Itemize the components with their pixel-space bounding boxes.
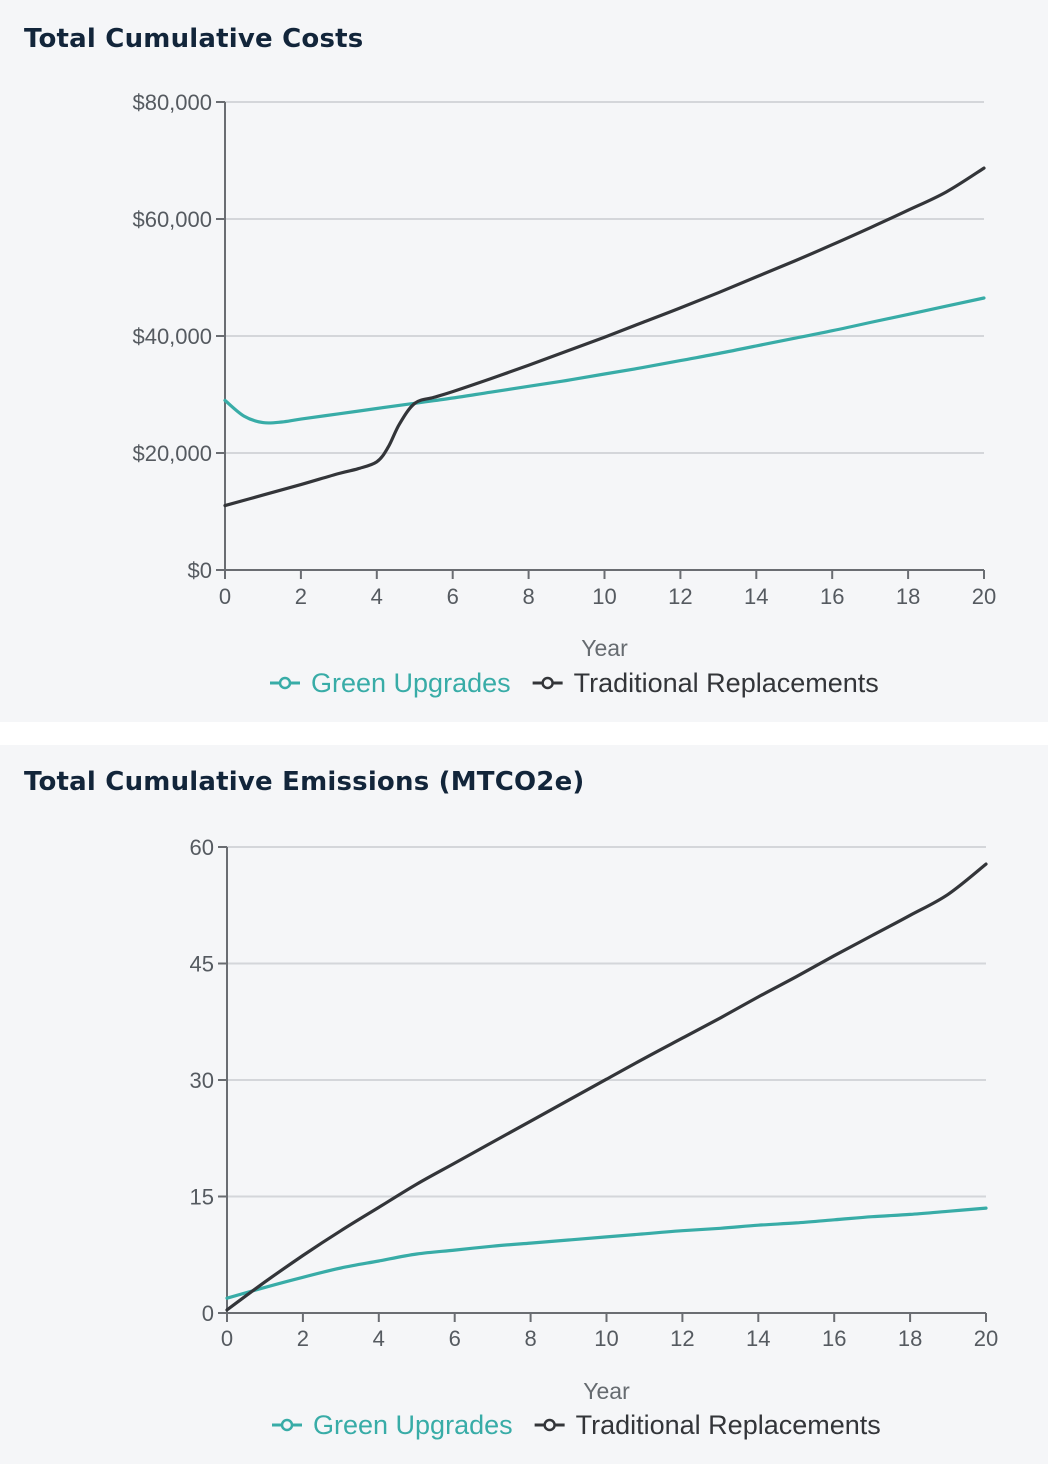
y-tick-label: $60,000 [132,207,212,232]
series-line-traditional-replacements [225,862,988,1312]
legend-marker-icon [541,676,554,690]
x-tick-label: 2 [295,584,307,609]
legend-item-traditional-replacements: Traditional Replacements [534,1410,881,1440]
series-line-green-upgrades [225,1206,988,1300]
x-tick-label: 6 [449,1326,461,1351]
y-tick-label: 60 [190,835,214,860]
costs-line-chart: $0 $20,000 $40,000 $60,000 $80,000 0 2 4 6 8 10 12 1… [132,90,996,698]
x-tick-label: 10 [592,584,616,609]
legend-label: Green Upgrades [313,1410,513,1440]
costs-chart-title: Total Cumulative Costs [24,24,364,54]
y-tick-label: $0 [188,558,212,583]
x-tick-label: 18 [896,584,920,609]
legend-marker-icon [278,676,292,690]
y-tick-label: 45 [190,952,214,977]
emissions-line-chart: 0 15 30 45 60 0 2 4 6 8 10 12 14 16 18 20 Year Green Upgr… [190,835,999,1440]
y-tick-label: $20,000 [132,441,212,466]
legend-item-traditional-replacements: Traditional Replacements [532,668,879,698]
x-tick-label: 4 [373,1326,385,1351]
series-line-green-upgrades [223,296,986,425]
x-tick-label: 14 [746,1326,770,1351]
x-tick-label: 8 [524,1326,536,1351]
gridlines [227,846,986,1198]
legend-marker-icon [280,1418,294,1432]
x-axis-title: Year [583,1378,630,1404]
y-tick-label: $40,000 [132,324,212,349]
x-tick-label: 16 [820,584,844,609]
x-tick-label: 20 [974,1326,998,1351]
legend-label: Green Upgrades [311,668,511,698]
x-axis-title: Year [581,635,628,661]
costs-chart-panel: Total Cumulative Costs $0 $20,000 $40,000 $… [0,0,1048,722]
x-tick-label: 12 [670,1326,694,1351]
legend-item-green-upgrades: Green Upgrades [272,1410,513,1440]
x-tick-label: 18 [898,1326,922,1351]
legend-label: Traditional Replacements [574,668,879,698]
x-tick-label: 4 [371,584,383,609]
x-tick-label: 16 [822,1326,846,1351]
x-tick-label: 0 [221,1326,233,1351]
series-line-traditional-replacements [223,166,986,508]
x-tick-label: 14 [744,584,768,609]
x-tick-label: 6 [447,584,459,609]
y-tick-label: 30 [190,1068,214,1093]
y-tick-label: 15 [190,1185,214,1210]
emissions-chart-title: Total Cumulative Emissions (MTCO2e) [24,767,585,797]
y-tick-label: $80,000 [132,90,212,115]
x-tick-label: 0 [219,584,231,609]
x-tick-label: 2 [297,1326,309,1351]
y-tick-label: 0 [202,1301,214,1326]
legend-label: Traditional Replacements [576,1410,881,1440]
legend-marker-icon [543,1418,556,1432]
x-tick-label: 8 [522,584,534,609]
x-tick-label: 10 [594,1326,618,1351]
emissions-chart-panel: Total Cumulative Emissions (MTCO2e) 0 15 3… [0,745,1048,1464]
x-tick-label: 12 [668,584,692,609]
legend-item-green-upgrades: Green Upgrades [270,668,511,698]
x-tick-label: 20 [972,584,996,609]
gridlines [225,101,984,454]
